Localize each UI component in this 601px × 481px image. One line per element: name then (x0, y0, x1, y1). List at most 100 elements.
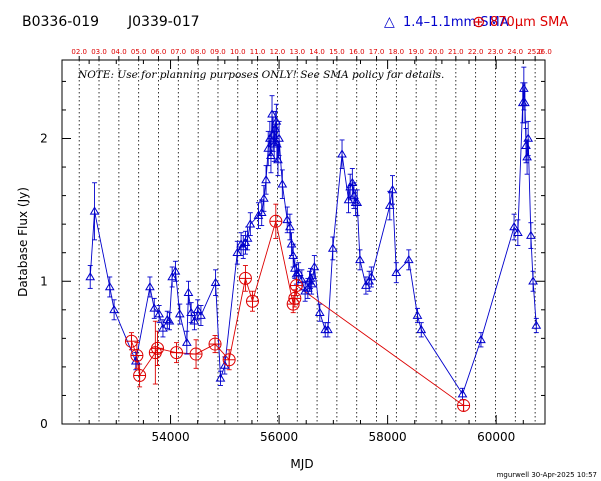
legend-band2-symbol: ⊕ (472, 12, 485, 31)
top-axis-label: 13.0 (289, 48, 305, 56)
top-axis-label: 02.0 (71, 48, 87, 56)
top-axis-label: 20.0 (428, 48, 444, 56)
data-point-band1 (189, 316, 200, 325)
data-point-band1 (267, 109, 277, 118)
data-point-band1 (387, 184, 398, 194)
top-axis-label: 24.0 (508, 48, 524, 56)
top-axis-label: 22.0 (468, 48, 484, 56)
data-point-band1 (285, 222, 295, 231)
top-axis-label: 15.0 (329, 48, 345, 56)
top-axis-label: 09.0 (210, 48, 226, 56)
data-point-band1 (457, 389, 468, 398)
data-point-band2 (238, 271, 252, 285)
data-point-band1 (164, 316, 175, 325)
data-point-band1 (366, 271, 377, 281)
top-axis-label: 17.0 (369, 48, 385, 56)
data-point-band1 (412, 310, 423, 319)
data-point-band1 (181, 337, 192, 346)
y-tick-label: 1 (40, 274, 48, 288)
data-point-band1 (364, 276, 375, 285)
top-axis-label: 04.0 (111, 48, 127, 56)
top-axis-label: 06.0 (151, 48, 167, 56)
data-point-band1 (274, 133, 284, 142)
data-point-band1 (253, 210, 264, 219)
data-point-band2 (133, 368, 147, 382)
data-point-band1 (528, 276, 538, 285)
legend-band1-label: 1.4–1.1mm SMA (403, 15, 509, 30)
data-point-band1 (264, 133, 275, 142)
data-point-band1 (391, 267, 402, 276)
data-point-band1 (286, 239, 297, 248)
data-point-band1 (183, 287, 194, 296)
top-axis-label: 23.0 (488, 48, 504, 56)
data-point-band2 (289, 279, 303, 293)
data-point-band1 (355, 254, 365, 264)
data-point-band1 (306, 279, 317, 288)
x-tick-label: 56000 (260, 430, 298, 444)
data-point-band1 (314, 307, 325, 316)
data-point-band1 (327, 243, 338, 252)
data-point-band1 (416, 324, 427, 334)
x-axis-title: MJD (290, 457, 313, 471)
data-point-band1 (192, 304, 203, 314)
data-point-band1 (300, 286, 311, 295)
data-point-band1 (242, 233, 253, 242)
top-axis-label: 10.0 (230, 48, 246, 56)
data-point-band1 (522, 152, 532, 161)
data-point-band1 (345, 182, 356, 191)
data-point-band2 (170, 346, 184, 360)
legend-band2-label: 870μm SMA (490, 15, 568, 30)
data-point-band1 (186, 307, 197, 316)
data-point-band1 (266, 150, 276, 159)
data-point-band2 (130, 348, 144, 362)
data-point-band2 (151, 341, 165, 355)
data-point-band1 (512, 227, 523, 237)
top-axis-label: 26.0 (536, 48, 552, 56)
data-point-band1 (245, 219, 256, 228)
data-point-band2 (124, 334, 138, 348)
top-axis-label: 12.0 (270, 48, 286, 56)
data-point-band1 (104, 281, 115, 291)
data-point-band1 (293, 267, 304, 276)
data-point-band1 (403, 254, 414, 264)
data-point-band1 (154, 309, 165, 318)
data-point-band1 (288, 250, 299, 259)
data-point-band1 (520, 97, 530, 107)
top-axis-label: 11.0 (250, 48, 266, 56)
data-point-band1 (289, 263, 300, 272)
data-point-band1 (158, 323, 168, 332)
source-name: B0336-019 (22, 14, 99, 30)
top-axis-label: 18.0 (389, 48, 405, 56)
data-point-band1 (384, 200, 395, 209)
data-point-band1 (240, 237, 251, 247)
data-point-band1 (149, 303, 160, 312)
top-axis-label: 16.0 (349, 48, 365, 56)
data-point-band1 (291, 269, 302, 278)
footer-credit: mgurwell 30-Apr-2025 10:57 (497, 471, 597, 479)
data-point-band1 (238, 242, 249, 251)
y-tick-label: 0 (40, 417, 48, 431)
data-point-band1 (277, 179, 288, 188)
data-point-band1 (302, 283, 313, 292)
top-axis-label: 19.0 (408, 48, 424, 56)
data-point-band1 (196, 310, 206, 319)
data-point-band1 (89, 206, 100, 215)
data-point-band1 (272, 139, 282, 148)
data-point-band1 (215, 373, 226, 382)
data-point-band1 (263, 143, 274, 152)
alt-source-name: J0339-017 (127, 14, 200, 30)
data-point-band1 (259, 193, 269, 202)
data-point-band1 (109, 304, 119, 314)
data-point-band1 (261, 174, 271, 184)
x-tick-label: 58000 (369, 430, 407, 444)
data-point-band1 (337, 149, 347, 158)
top-axis-label: 07.0 (171, 48, 187, 56)
data-point-band2 (457, 398, 471, 412)
y-axis-title: Database Flux (Jy) (16, 187, 30, 297)
data-point-band1 (270, 123, 281, 132)
data-point-band1 (170, 266, 181, 275)
data-point-band1 (518, 83, 529, 92)
top-axis-label: 21.0 (448, 48, 464, 56)
data-point-band2 (189, 347, 203, 361)
x-tick-label: 54000 (151, 430, 189, 444)
